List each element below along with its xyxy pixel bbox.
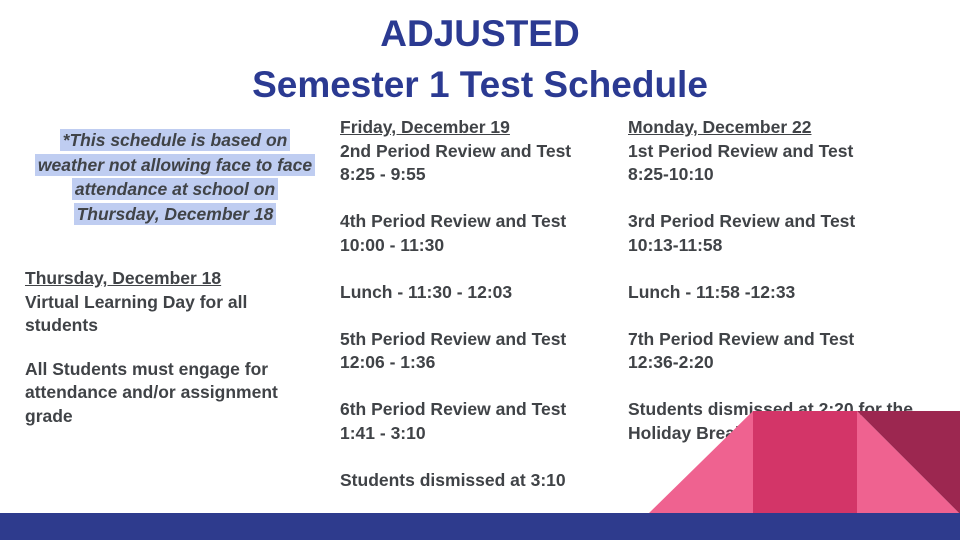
monday-period-line: 3rd Period Review and Test: [628, 211, 856, 231]
monday-time-line: 12:36-2:20: [628, 352, 714, 372]
column-monday: Monday, December 22 1st Period Review an…: [628, 116, 960, 445]
monday-block-1: Monday, December 22 1st Period Review an…: [628, 116, 960, 187]
monday-dismissal-line: Students dismissed at 2:20 for the Holid…: [628, 399, 913, 443]
bottom-bar: [0, 513, 960, 540]
friday-block-3: Lunch - 11:30 - 12:03: [340, 281, 608, 305]
friday-time-line: 10:00 - 11:30: [340, 234, 445, 255]
friday-block-4: 5th Period Review and Test 12:06 - 1:36: [340, 328, 608, 375]
note-line: weather not allowing face to face: [25, 153, 325, 178]
note-line: Thursday, December 18: [25, 202, 325, 227]
note-line: attendance at school on: [25, 177, 325, 202]
monday-block-4: 7th Period Review and Test 12:36-2:20: [628, 328, 960, 375]
friday-period-line: 5th Period Review and Test: [340, 328, 567, 349]
note-highlight: Thursday, December 18: [73, 202, 277, 225]
friday-period-line: 4th Period Review and Test: [340, 211, 567, 231]
monday-lunch-line: Lunch - 11:58 -12:33: [628, 281, 796, 302]
monday-block-2: 3rd Period Review and Test 10:13-11:58: [628, 210, 960, 257]
thursday-block-1: Thursday, December 18 Virtual Learning D…: [25, 267, 325, 338]
monday-block-5: Students dismissed at 2:20 for the Holid…: [628, 398, 960, 445]
thursday-heading: Thursday, December 18: [25, 268, 222, 288]
slide-title-line1: ADJUSTED: [380, 13, 580, 54]
slide-title-line2: Semester 1 Test Schedule: [252, 64, 708, 105]
friday-dismissal-line: Students dismissed at 3:10: [340, 469, 566, 490]
friday-period-line: 6th Period Review and Test: [340, 399, 567, 419]
monday-heading: Monday, December 22: [628, 117, 812, 137]
friday-block-6: Students dismissed at 3:10: [340, 469, 608, 493]
thursday-para1: Virtual Learning Day for all students: [25, 291, 248, 336]
note-line: *This schedule is based on: [25, 128, 325, 153]
monday-time-line: 10:13-11:58: [628, 234, 723, 255]
friday-heading: Friday, December 19: [340, 117, 510, 137]
column-thursday: Thursday, December 18 Virtual Learning D…: [25, 267, 325, 448]
monday-period-line: 1st Period Review and Test: [628, 140, 854, 161]
note-highlight: attendance at school on: [71, 178, 279, 201]
column-friday: Friday, December 19 2nd Period Review an…: [340, 116, 608, 492]
friday-time-line: 1:41 - 3:10: [340, 422, 426, 443]
thursday-para2: All Students must engage for attendance …: [25, 358, 278, 426]
weather-note: *This schedule is based on weather not a…: [25, 128, 325, 226]
friday-lunch-line: Lunch - 11:30 - 12:03: [340, 281, 513, 302]
monday-block-3: Lunch - 11:58 -12:33: [628, 281, 960, 305]
slide-title: ADJUSTED Semester 1 Test Schedule: [0, 8, 960, 110]
friday-time-line: 12:06 - 1:36: [340, 352, 436, 372]
friday-block-5: 6th Period Review and Test 1:41 - 3:10: [340, 398, 608, 445]
monday-time-line: 8:25-10:10: [628, 164, 714, 184]
friday-block-1: Friday, December 19 2nd Period Review an…: [340, 116, 608, 187]
monday-period-line: 7th Period Review and Test: [628, 328, 855, 349]
note-highlight: weather not allowing face to face: [34, 153, 316, 176]
note-highlight: *This schedule is based on: [59, 129, 291, 151]
friday-time-line: 8:25 - 9:55: [340, 164, 426, 184]
friday-period-line: 2nd Period Review and Test: [340, 140, 572, 161]
thursday-block-2: All Students must engage for attendance …: [25, 358, 325, 429]
friday-block-2: 4th Period Review and Test 10:00 - 11:30: [340, 210, 608, 257]
